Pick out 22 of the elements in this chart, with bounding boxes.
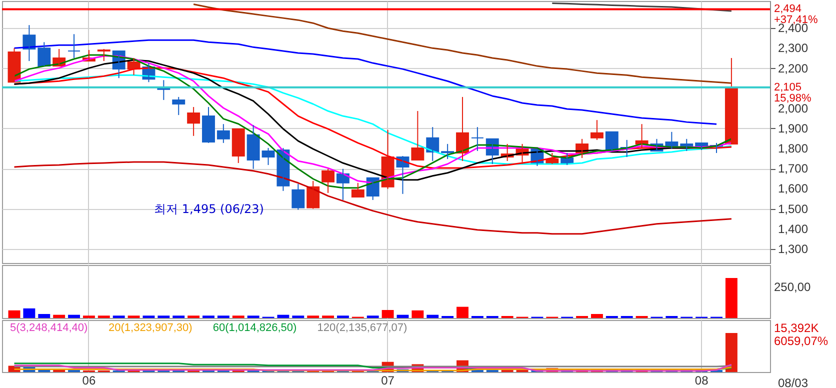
text: 120(2,135,677,07): [317, 322, 408, 334]
x-tick-label: 07: [381, 374, 395, 388]
y-tick-label: 2,200: [778, 61, 808, 76]
y-tick-label: 1,600: [778, 182, 808, 196]
x-tick-label: 06: [82, 374, 96, 388]
text: 08/03: [778, 376, 808, 388]
text: 20(1,323,907,30): [108, 322, 192, 334]
text: 5(3,248,414,40): [10, 322, 88, 334]
ref-line-label: 2,105 15,98%: [774, 81, 812, 104]
x-tick-label: 08: [694, 374, 709, 388]
y-tick-label: 1,700: [778, 162, 808, 176]
y-tick-label: 1,800: [778, 142, 808, 156]
y-tick-label: 1,400: [778, 222, 808, 236]
text: 60(1,014,826,50): [212, 322, 297, 334]
text: 6059,07%: [774, 334, 828, 348]
text: 15,392K: [774, 321, 819, 335]
y-tick-label: 2,300: [778, 41, 808, 56]
y-tick-label: 1,900: [778, 121, 808, 136]
y-tick-label: 1,300: [778, 242, 808, 256]
text: 250,00: [774, 280, 812, 294]
y-tick-label: 1,500: [778, 202, 808, 216]
annotation: 최저 1,495 (06/23): [154, 202, 264, 216]
